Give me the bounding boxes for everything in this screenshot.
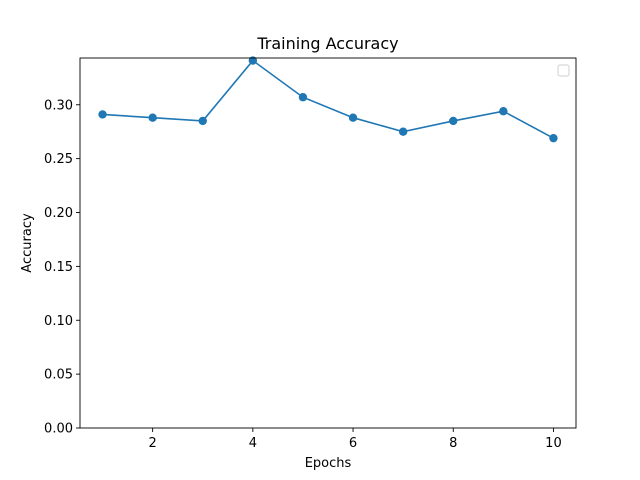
- y-tick-label: 0.00: [44, 422, 73, 437]
- y-tick-label: 0.20: [44, 206, 73, 221]
- x-tick-label: 10: [545, 436, 562, 451]
- chart-title: Training Accuracy: [256, 34, 398, 53]
- data-point: [298, 93, 308, 102]
- series-line: [102, 59, 554, 139]
- data-point: [449, 116, 458, 126]
- data-point: [98, 110, 107, 119]
- data-point: [148, 113, 157, 122]
- x-tick-label: 4: [249, 436, 257, 451]
- x-tick-label: 2: [149, 436, 157, 451]
- y-tick-label: 0.25: [44, 152, 73, 167]
- y-axis-ticks: 0.00 0.05 0.10 0.15 0.20 0.25 0.30: [44, 98, 80, 437]
- y-tick-label: 0.10: [44, 314, 73, 329]
- data-point: [499, 107, 508, 116]
- data-point: [248, 56, 258, 65]
- plot-frame: [79, 57, 577, 429]
- y-tick-label: 0.15: [44, 260, 73, 275]
- y-axis-label: Accuracy: [20, 213, 35, 273]
- x-tick-label: 6: [349, 436, 357, 451]
- data-point: [348, 113, 358, 122]
- x-axis-ticks: 2 4 6 8 10: [149, 428, 562, 451]
- data-point: [549, 133, 558, 143]
- data-point: [398, 127, 408, 136]
- plot-area: [80, 58, 576, 428]
- x-tick-label: 8: [449, 436, 457, 451]
- legend-box: [557, 64, 570, 77]
- x-axis-label: Epochs: [305, 456, 352, 471]
- data-point: [198, 116, 207, 126]
- y-tick-label: 0.05: [44, 368, 73, 383]
- y-tick-label: 0.30: [44, 98, 73, 113]
- series-points: [98, 56, 558, 143]
